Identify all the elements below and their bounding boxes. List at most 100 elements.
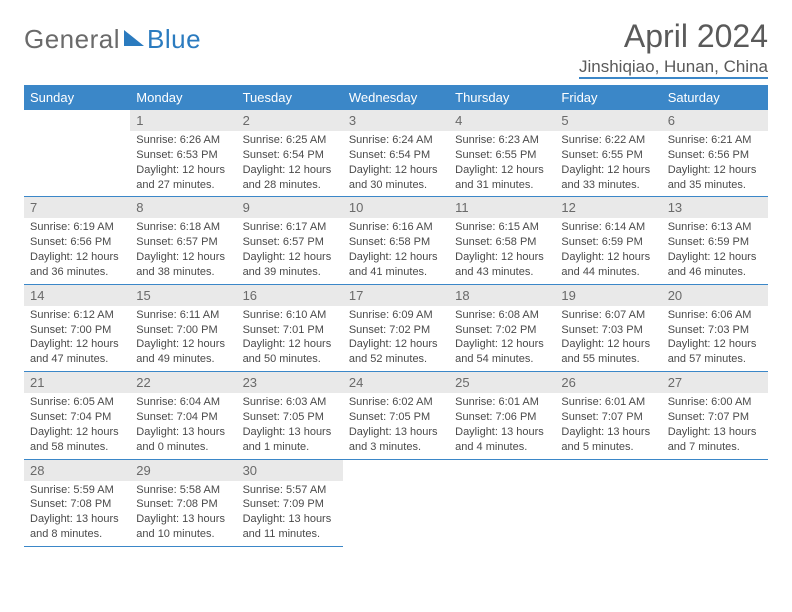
day-line-ss: Sunset: 7:00 PM [30,323,124,338]
day-line-d1: Daylight: 13 hours [668,425,762,440]
day-line-sr: Sunrise: 6:02 AM [349,395,443,410]
calendar-week-row: 21Sunrise: 6:05 AMSunset: 7:04 PMDayligh… [24,372,768,459]
day-body: Sunrise: 6:14 AMSunset: 6:59 PMDaylight:… [555,218,661,283]
day-body: Sunrise: 6:25 AMSunset: 6:54 PMDaylight:… [237,131,343,196]
day-number: 7 [24,197,130,218]
day-line-d1: Daylight: 12 hours [136,250,230,265]
day-line-sr: Sunrise: 5:58 AM [136,483,230,498]
day-line-d2: and 27 minutes. [136,178,230,193]
calendar-table: Sunday Monday Tuesday Wednesday Thursday… [24,85,768,547]
day-line-ss: Sunset: 6:55 PM [561,148,655,163]
day-line-sr: Sunrise: 5:57 AM [243,483,337,498]
day-number: 24 [343,372,449,393]
day-line-d2: and 35 minutes. [668,178,762,193]
day-line-sr: Sunrise: 6:09 AM [349,308,443,323]
day-body: Sunrise: 6:06 AMSunset: 7:03 PMDaylight:… [662,306,768,371]
day-number: 26 [555,372,661,393]
calendar-day-cell [662,459,768,546]
calendar-week-row: 14Sunrise: 6:12 AMSunset: 7:00 PMDayligh… [24,284,768,371]
day-line-ss: Sunset: 7:08 PM [30,497,124,512]
day-number: 8 [130,197,236,218]
day-number: 19 [555,285,661,306]
day-number: 14 [24,285,130,306]
day-number: 21 [24,372,130,393]
day-line-d1: Daylight: 13 hours [136,512,230,527]
calendar-day-cell: 27Sunrise: 6:00 AMSunset: 7:07 PMDayligh… [662,372,768,459]
day-line-sr: Sunrise: 5:59 AM [30,483,124,498]
day-line-d2: and 30 minutes. [349,178,443,193]
calendar-day-cell: 2Sunrise: 6:25 AMSunset: 6:54 PMDaylight… [237,110,343,197]
day-body: Sunrise: 6:12 AMSunset: 7:00 PMDaylight:… [24,306,130,371]
day-body: Sunrise: 6:23 AMSunset: 6:55 PMDaylight:… [449,131,555,196]
day-line-sr: Sunrise: 6:01 AM [561,395,655,410]
day-line-ss: Sunset: 7:05 PM [243,410,337,425]
day-line-d2: and 46 minutes. [668,265,762,280]
day-line-sr: Sunrise: 6:10 AM [243,308,337,323]
day-line-sr: Sunrise: 6:04 AM [136,395,230,410]
day-body: Sunrise: 6:03 AMSunset: 7:05 PMDaylight:… [237,393,343,458]
day-line-ss: Sunset: 6:56 PM [668,148,762,163]
day-number: 2 [237,110,343,131]
calendar-week-row: 28Sunrise: 5:59 AMSunset: 7:08 PMDayligh… [24,459,768,546]
day-line-sr: Sunrise: 6:07 AM [561,308,655,323]
day-header: Sunday [24,85,130,110]
day-body: Sunrise: 6:04 AMSunset: 7:04 PMDaylight:… [130,393,236,458]
day-line-sr: Sunrise: 6:26 AM [136,133,230,148]
day-number: 29 [130,460,236,481]
location-subtitle: Jinshiqiao, Hunan, China [579,57,768,79]
calendar-day-cell: 21Sunrise: 6:05 AMSunset: 7:04 PMDayligh… [24,372,130,459]
header: General Blue April 2024 Jinshiqiao, Huna… [24,18,768,79]
day-line-ss: Sunset: 6:54 PM [349,148,443,163]
day-number: 9 [237,197,343,218]
calendar-day-cell: 4Sunrise: 6:23 AMSunset: 6:55 PMDaylight… [449,110,555,197]
day-line-d1: Daylight: 13 hours [136,425,230,440]
day-body: Sunrise: 6:07 AMSunset: 7:03 PMDaylight:… [555,306,661,371]
day-body: Sunrise: 5:57 AMSunset: 7:09 PMDaylight:… [237,481,343,546]
day-number: 23 [237,372,343,393]
day-line-ss: Sunset: 6:57 PM [136,235,230,250]
day-line-ss: Sunset: 7:02 PM [349,323,443,338]
day-line-d2: and 58 minutes. [30,440,124,455]
day-line-sr: Sunrise: 6:11 AM [136,308,230,323]
day-line-ss: Sunset: 6:59 PM [668,235,762,250]
day-line-sr: Sunrise: 6:05 AM [30,395,124,410]
day-line-d2: and 49 minutes. [136,352,230,367]
day-line-sr: Sunrise: 6:12 AM [30,308,124,323]
day-line-sr: Sunrise: 6:00 AM [668,395,762,410]
day-line-ss: Sunset: 7:07 PM [561,410,655,425]
calendar-day-cell: 23Sunrise: 6:03 AMSunset: 7:05 PMDayligh… [237,372,343,459]
day-line-sr: Sunrise: 6:13 AM [668,220,762,235]
calendar-day-cell: 11Sunrise: 6:15 AMSunset: 6:58 PMDayligh… [449,197,555,284]
day-number: 20 [662,285,768,306]
calendar-day-cell: 13Sunrise: 6:13 AMSunset: 6:59 PMDayligh… [662,197,768,284]
day-line-d1: Daylight: 12 hours [455,163,549,178]
day-body: Sunrise: 6:18 AMSunset: 6:57 PMDaylight:… [130,218,236,283]
day-line-d1: Daylight: 13 hours [30,512,124,527]
day-line-ss: Sunset: 6:59 PM [561,235,655,250]
day-number: 6 [662,110,768,131]
day-number: 3 [343,110,449,131]
day-line-ss: Sunset: 7:09 PM [243,497,337,512]
day-line-sr: Sunrise: 6:14 AM [561,220,655,235]
day-line-d1: Daylight: 13 hours [349,425,443,440]
day-line-sr: Sunrise: 6:25 AM [243,133,337,148]
calendar-day-cell: 15Sunrise: 6:11 AMSunset: 7:00 PMDayligh… [130,284,236,371]
calendar-day-cell: 17Sunrise: 6:09 AMSunset: 7:02 PMDayligh… [343,284,449,371]
day-body: Sunrise: 6:16 AMSunset: 6:58 PMDaylight:… [343,218,449,283]
day-line-d1: Daylight: 12 hours [349,250,443,265]
day-line-d2: and 43 minutes. [455,265,549,280]
calendar-day-cell: 18Sunrise: 6:08 AMSunset: 7:02 PMDayligh… [449,284,555,371]
day-line-sr: Sunrise: 6:23 AM [455,133,549,148]
day-line-sr: Sunrise: 6:03 AM [243,395,337,410]
title-block: April 2024 Jinshiqiao, Hunan, China [579,18,768,79]
calendar-day-cell: 19Sunrise: 6:07 AMSunset: 7:03 PMDayligh… [555,284,661,371]
calendar-day-cell: 22Sunrise: 6:04 AMSunset: 7:04 PMDayligh… [130,372,236,459]
day-line-d1: Daylight: 12 hours [455,250,549,265]
day-header: Wednesday [343,85,449,110]
day-line-sr: Sunrise: 6:08 AM [455,308,549,323]
day-body: Sunrise: 6:26 AMSunset: 6:53 PMDaylight:… [130,131,236,196]
calendar-day-cell: 12Sunrise: 6:14 AMSunset: 6:59 PMDayligh… [555,197,661,284]
day-number: 5 [555,110,661,131]
day-body: Sunrise: 6:17 AMSunset: 6:57 PMDaylight:… [237,218,343,283]
day-line-d2: and 3 minutes. [349,440,443,455]
